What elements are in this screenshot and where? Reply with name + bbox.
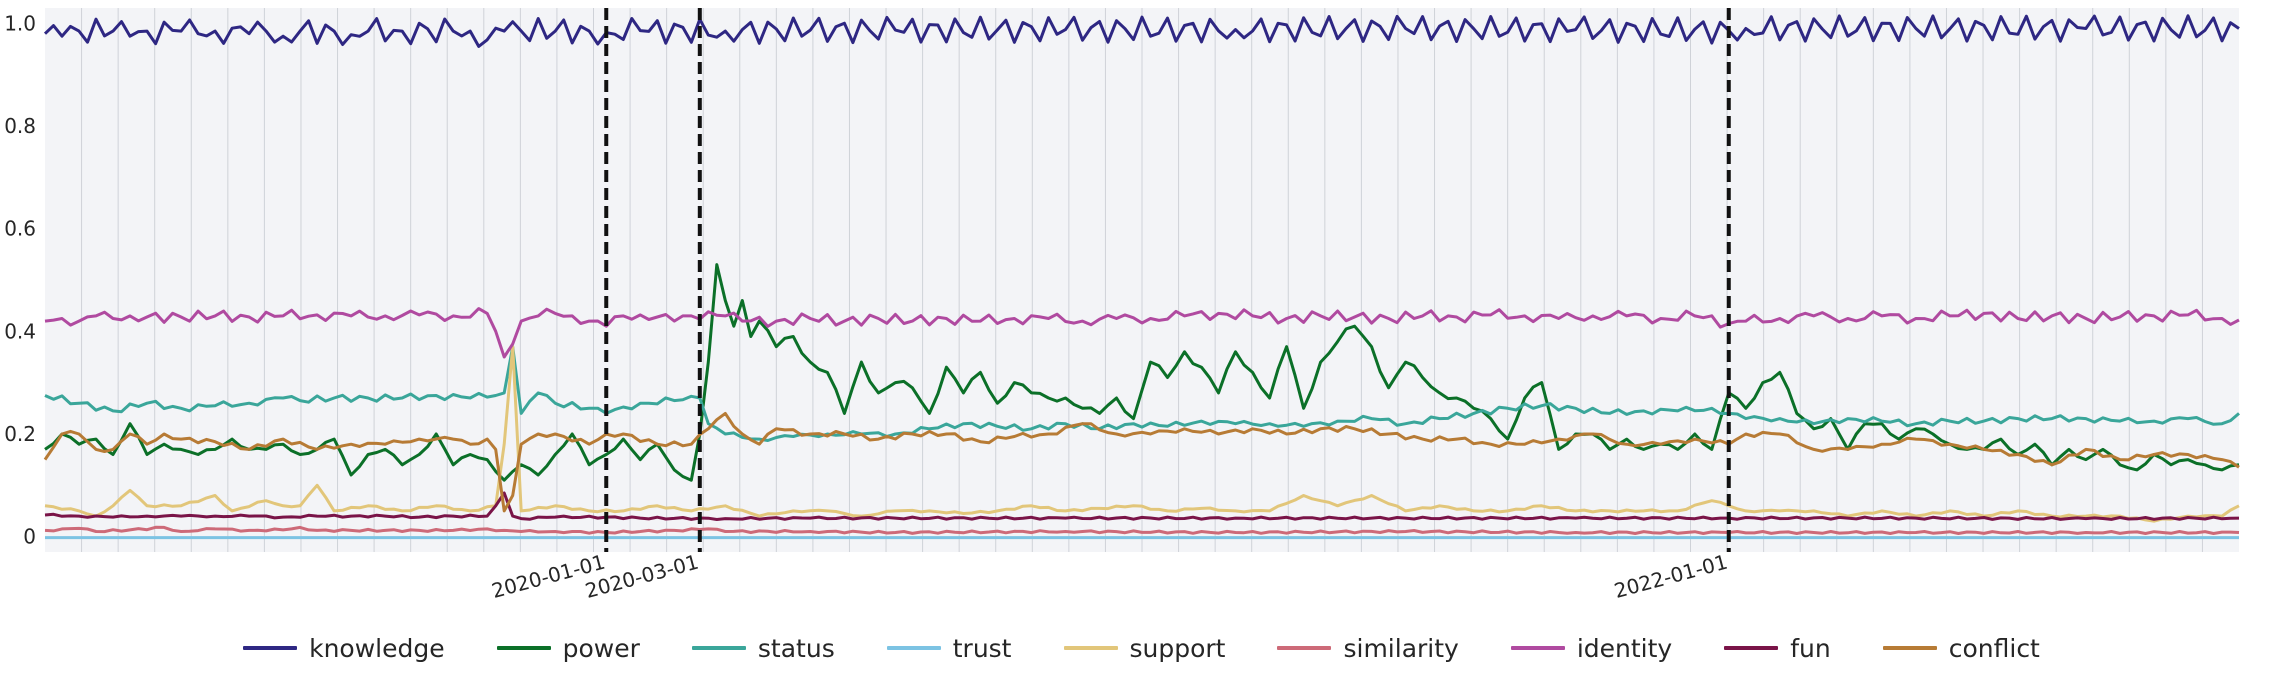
legend-swatch	[691, 646, 746, 650]
y-tick-label: 1.0	[4, 11, 36, 35]
legend: knowledge power status trust support similari…	[0, 628, 2283, 668]
event-vlines	[604, 8, 1731, 552]
legend-swatch	[243, 646, 298, 650]
legend-item-knowledge: knowledge	[243, 634, 445, 663]
legend-swatch	[1882, 646, 1937, 650]
legend-swatch	[1277, 646, 1332, 650]
legend-swatch	[886, 646, 941, 650]
legend-item-identity: identity	[1510, 633, 1673, 663]
x-tick-label: 2022-01-01	[1612, 550, 1730, 603]
y-tick-label: 0.4	[4, 319, 36, 343]
series-line-status	[44, 345, 2240, 442]
series-line-knowledge	[43, 14, 2240, 48]
legend-label: support	[1129, 633, 1226, 663]
legend-item-trust: trust	[886, 633, 1012, 663]
legend-label: similarity	[1343, 633, 1459, 663]
legend-swatch	[1510, 646, 1565, 650]
legend-item-support: support	[1063, 633, 1226, 663]
legend-item-similarity: similarity	[1277, 633, 1459, 663]
legend-label: identity	[1576, 633, 1673, 663]
legend-item-fun: fun	[1724, 634, 1831, 663]
series-line-conflict	[43, 411, 2240, 513]
series-line-power	[44, 263, 2240, 482]
legend-label: conflict	[1948, 633, 2040, 663]
legend-swatch	[496, 646, 551, 650]
y-tick-labels: 0 0.2 0.4 0.6 0.8 1.0	[4, 11, 36, 548]
y-tick-label: 0.2	[4, 422, 36, 446]
y-tick-label: 0.8	[4, 114, 36, 138]
legend-label: trust	[952, 633, 1012, 663]
x-gridlines	[81, 8, 2203, 552]
legend-label: knowledge	[309, 633, 445, 663]
legend-label: fun	[1790, 633, 1831, 663]
legend-item-status: status	[691, 633, 835, 663]
series-line-fun	[44, 491, 2240, 521]
y-tick-label: 0	[23, 525, 36, 549]
legend-swatch	[1724, 646, 1779, 650]
legend-item-conflict: conflict	[1882, 633, 2040, 663]
series-lines	[43, 14, 2240, 540]
y-tick-label: 0.6	[4, 217, 36, 241]
legend-label: power	[562, 633, 640, 663]
legend-item-power: power	[496, 633, 640, 663]
series-line-similarity	[44, 525, 2240, 535]
legend-label: status	[757, 633, 835, 663]
legend-swatch	[1063, 646, 1118, 650]
series-line-support	[44, 345, 2240, 523]
series-line-identity	[44, 307, 2240, 359]
